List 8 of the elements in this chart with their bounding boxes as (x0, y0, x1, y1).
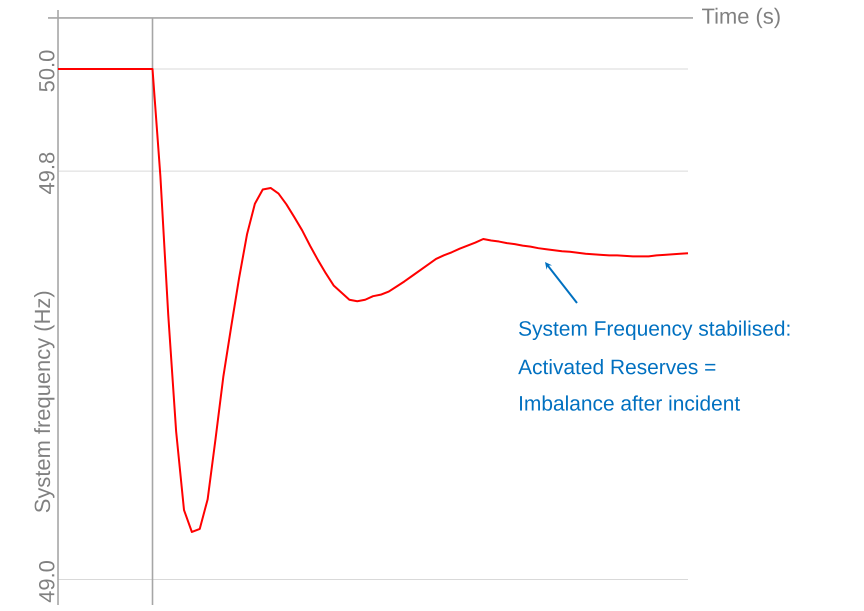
annotation: Activated Reserves = (518, 358, 716, 374)
annotation: System Frequency stabilised: (519, 320, 790, 340)
y-tick-label: 50.0 (38, 50, 54, 92)
y-tick-label: 49.8 (38, 152, 54, 194)
y-tick-label: 49.0 (38, 561, 54, 602)
x-axis-title: Time (s) (702, 8, 780, 28)
y-axis-title: System frequency (Hz) (34, 292, 54, 512)
annotation: Imbalance after incident (520, 395, 740, 411)
